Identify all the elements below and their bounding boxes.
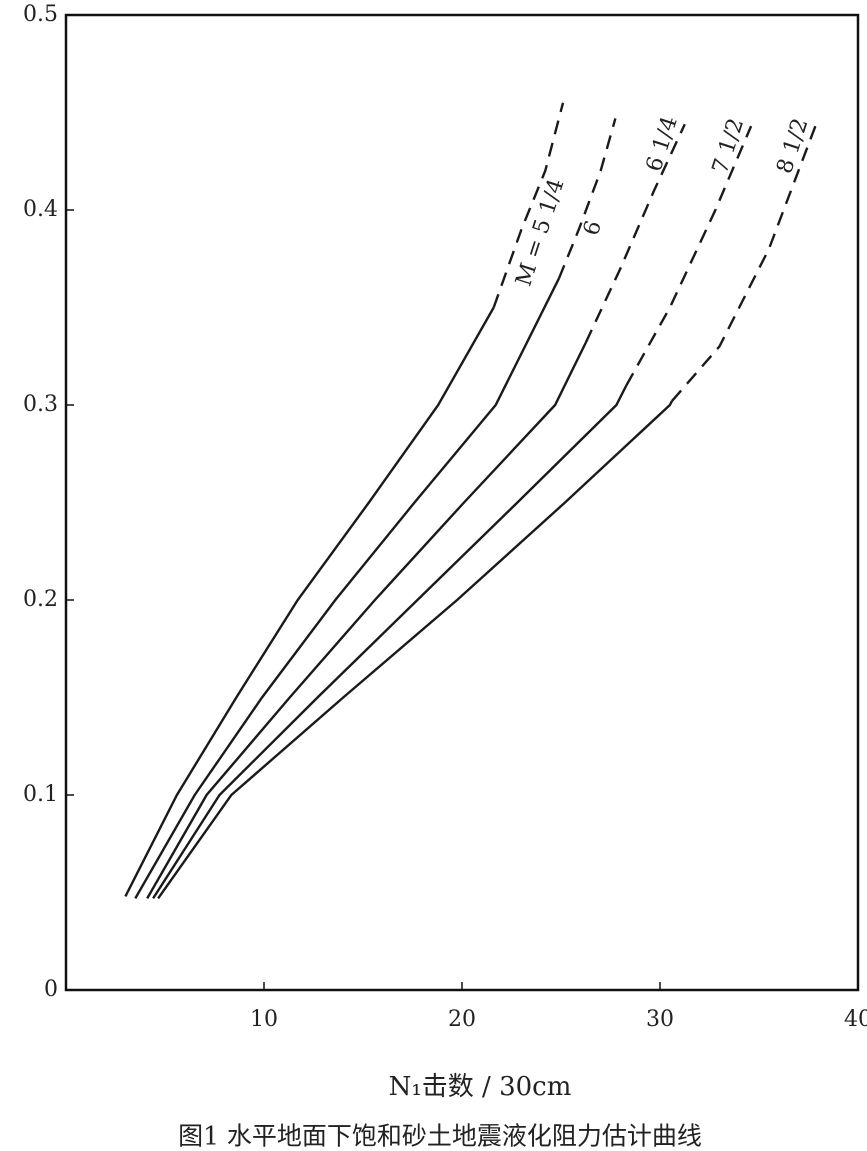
curve-segment [157,400,673,900]
curve-segment [152,384,628,900]
x-tick-label: 20 [448,1007,476,1032]
y-tick-label: 0.4 [23,197,58,222]
y-tick-label: 0.1 [23,782,58,807]
curve-segment [557,118,617,279]
curve-label: 6 [579,218,607,239]
curve-segment [124,306,495,897]
curve-segment [625,125,753,387]
curve-segment [146,342,587,899]
plot-frame [64,13,860,992]
x-axis-label: N₁击数 / 30cm [389,1072,572,1102]
y-tick-label: 0.2 [23,587,58,612]
curve-label: 8 1/2 [772,115,813,176]
curve-segment [670,125,817,402]
x-tick-label: 30 [646,1007,674,1032]
y-tick-label: 0.5 [23,2,58,27]
y-tick-label: 0 [44,977,58,1002]
curve-segment [134,277,561,899]
caption: 图1 水平地面下饱和砂土地震液化阻力估计曲线 [178,1122,702,1151]
x-tick-label: 10 [250,1007,278,1032]
x-tick-label: 40 [844,1007,867,1032]
y-tick-label: 0.3 [23,392,58,417]
curve-segment [584,123,686,344]
